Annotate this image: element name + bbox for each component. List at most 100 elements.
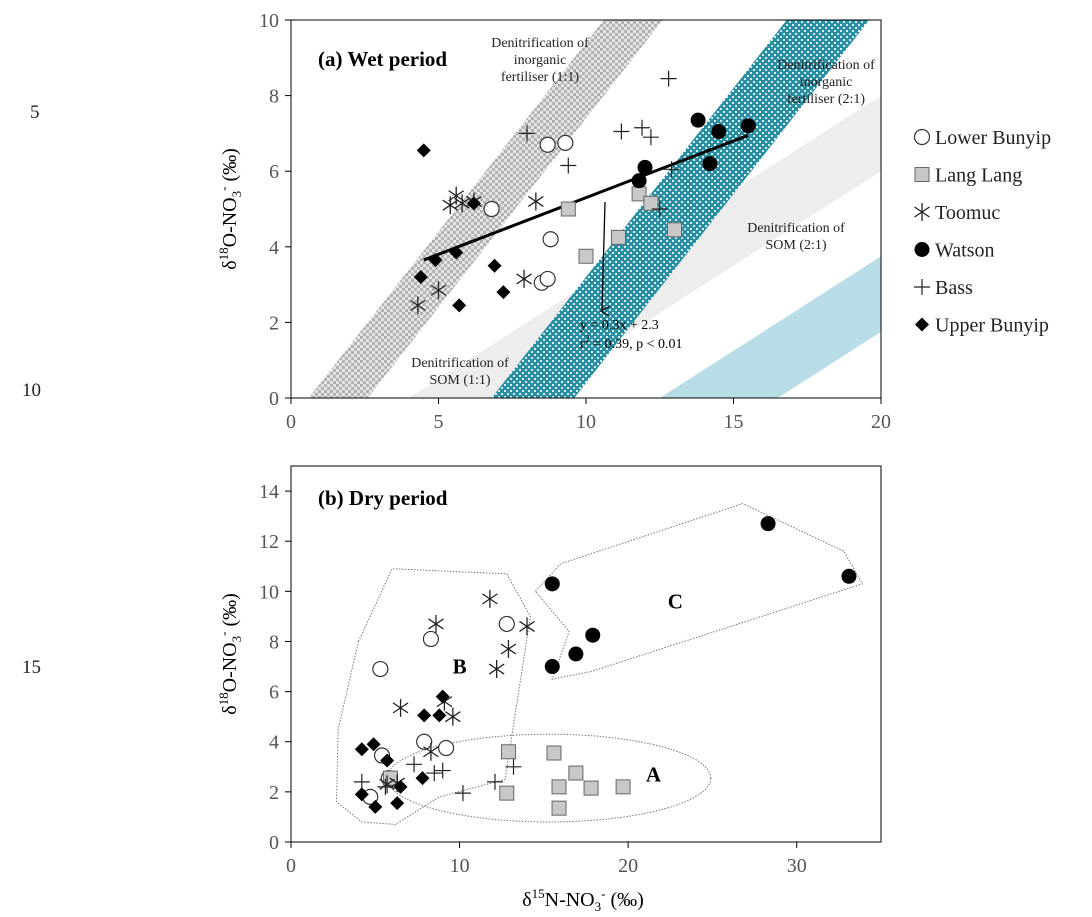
y-tick-label-b: 14	[259, 481, 279, 503]
regression-callout-arrow	[602, 201, 605, 311]
point-toomuc	[430, 281, 447, 300]
y-tick-label-a: 4	[269, 237, 279, 259]
point-lang-lang	[583, 780, 599, 796]
point-toomuc	[527, 192, 544, 211]
point-bass	[642, 129, 659, 146]
point-upper-bunyip	[366, 737, 381, 752]
legend-label-toomuc: Toomuc	[935, 202, 1000, 224]
point-bass	[651, 201, 668, 217]
legend-marker-toomuc	[914, 203, 930, 221]
point-bass	[663, 161, 680, 178]
cluster-label-a: A	[646, 762, 662, 786]
point-lang-lang	[568, 765, 584, 781]
point-lower-bunyip	[437, 739, 455, 757]
point-lang-lang	[560, 201, 576, 217]
point-bass	[519, 125, 535, 142]
y-tick-label-a: 10	[259, 10, 279, 32]
point-watson	[544, 659, 560, 675]
point-upper-bunyip	[417, 708, 432, 723]
point-upper-bunyip	[428, 253, 443, 268]
legend-marker-upper-bunyip	[915, 317, 929, 332]
point-upper-bunyip	[390, 796, 405, 811]
point-bass	[377, 778, 394, 795]
cluster-outline-b	[336, 568, 531, 825]
plot-frame-b	[290, 465, 882, 843]
point-toomuc	[444, 707, 461, 726]
cluster-label-c: C	[668, 589, 683, 613]
legend-marker-bass	[914, 279, 930, 295]
point-watson	[690, 112, 706, 128]
y-tick-label-b: 2	[269, 782, 279, 804]
panel-title-b: (b) Dry period	[318, 486, 448, 510]
point-watson	[585, 627, 601, 643]
y-tick-label-a: 0	[269, 388, 279, 410]
x-tick-label-b: 10	[450, 855, 470, 877]
point-upper-bunyip	[452, 298, 467, 313]
point-toomuc	[448, 186, 465, 205]
band-labels: Denitrification of inorganic fertiliser (1…	[411, 36, 875, 388]
regression-equation: y = 0.3x + 2.3	[580, 318, 659, 333]
legend-item-upper-bunyip: Upper Bunyip	[915, 315, 1049, 337]
point-lang-lang	[643, 195, 659, 211]
legend-item-lang-lang: Lang Lang	[914, 165, 1022, 187]
point-lang-lang	[546, 745, 562, 761]
legend-marker-lower-bunyip	[913, 128, 931, 146]
panel-a-wet-period: Denitrification of inorganic fertiliser (1…	[216, 10, 891, 433]
point-upper-bunyip	[368, 799, 383, 814]
point-lang-lang	[615, 779, 631, 795]
x-axis-title-b: δ15N-NO3- (‰)	[522, 886, 644, 914]
point-bass	[660, 70, 677, 87]
legend: Lower Bunyip Lang Lang Toomuc Watson Bass Upp…	[913, 127, 1051, 337]
point-toomuc	[379, 775, 395, 794]
point-upper-bunyip	[496, 285, 511, 300]
legend-item-lower-bunyip: Lower Bunyip	[913, 127, 1051, 149]
point-upper-bunyip	[415, 771, 430, 786]
point-watson	[760, 516, 776, 532]
point-watson	[711, 124, 727, 140]
point-watson	[702, 156, 718, 172]
y-tick-label-a: 8	[269, 86, 279, 108]
cluster-outline-c	[534, 503, 864, 680]
point-upper-bunyip	[354, 742, 369, 757]
y-tick-label-b: 10	[259, 581, 279, 603]
band-label-som-1-1: Denitrification of SOM (1:1)	[411, 356, 509, 388]
band-label-fertiliser-1-1: Denitrification of inorganic fertiliser (1…	[491, 36, 589, 85]
point-lower-bunyip	[498, 615, 515, 633]
y-axis-title-a: δ18O-NO3- (‰)	[216, 148, 244, 270]
point-toomuc	[392, 698, 409, 717]
point-upper-bunyip	[432, 708, 447, 723]
point-lower-bunyip	[483, 200, 500, 218]
point-toomuc	[500, 639, 517, 658]
x-tick-label-b: 30	[787, 855, 807, 877]
axis-ticks: 0 10 20 30 0 2 4 6 8 10 12 14	[259, 481, 807, 877]
x-tick-label-b: 0	[286, 855, 296, 877]
point-lower-bunyip	[422, 630, 440, 648]
point-watson	[631, 173, 647, 189]
point-lang-lang	[610, 229, 626, 245]
point-lower-bunyip	[557, 134, 574, 151]
line-number-10: 10	[22, 380, 41, 401]
point-lower-bunyip	[372, 660, 389, 678]
x-tick-label-a: 10	[576, 411, 596, 433]
panel-title-a: (a) Wet period	[318, 47, 447, 71]
point-watson	[841, 568, 857, 584]
y-axis-title-b: δ18O-NO3- (‰)	[216, 593, 244, 715]
point-upper-bunyip	[393, 779, 408, 794]
point-watson	[740, 118, 756, 134]
point-lower-bunyip	[539, 136, 556, 153]
regression-line-path	[423, 133, 749, 262]
cluster-outline-a	[386, 733, 712, 823]
x-tick-label-a: 15	[724, 411, 744, 433]
point-bass	[634, 119, 651, 136]
legend-item-toomuc: Toomuc	[914, 202, 1000, 224]
point-lang-lang	[551, 800, 567, 816]
point-bass	[434, 762, 451, 779]
legend-marker-lang-lang	[914, 167, 930, 182]
panel-b-dry-period: A B C (b) Dry period 0 10 20 30 0 2 4 6 8 10 12 14 δ1…	[216, 465, 882, 914]
point-toomuc	[482, 589, 498, 608]
cluster-label-b: B	[453, 655, 467, 679]
point-lower-bunyip	[542, 231, 559, 248]
point-toomuc	[516, 269, 532, 288]
point-watson	[637, 159, 653, 175]
point-bass	[353, 773, 370, 790]
